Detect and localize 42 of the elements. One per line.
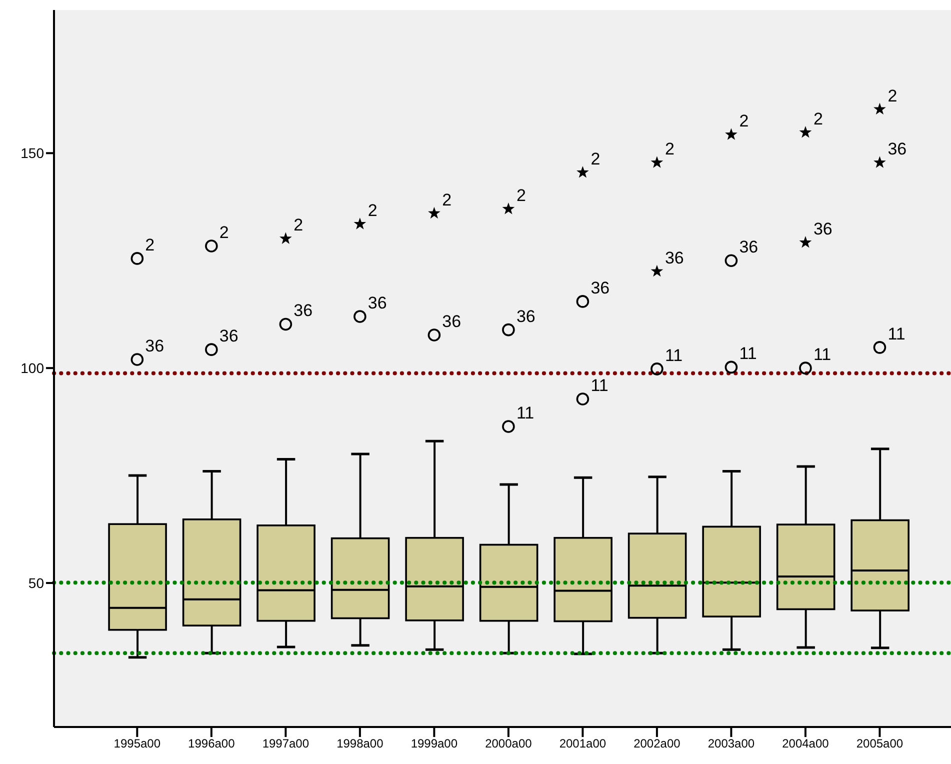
annotation: 2 [516, 186, 526, 206]
y-tick-label: 150 [20, 145, 44, 162]
y-tick-label: 50 [28, 574, 44, 591]
annotation: 36 [294, 301, 313, 320]
x-tick-label: 1995a00 [114, 736, 161, 751]
annotation: 11 [888, 324, 906, 344]
annotation: 36 [368, 293, 387, 312]
annotation: 36 [813, 220, 832, 239]
annotation: 2 [442, 190, 452, 210]
annotation: 2 [368, 201, 378, 220]
annotation: 2 [294, 216, 304, 235]
x-tick-label: 2001a00 [559, 736, 606, 751]
annotation: 36 [516, 306, 536, 326]
x-tick-label: 2000a00 [485, 736, 532, 751]
x-tick-label: 2005a00 [856, 736, 904, 751]
x-tick-label: 1999a00 [410, 736, 458, 751]
annotation: 11 [813, 345, 832, 364]
x-tick-label: 2002a00 [634, 736, 681, 751]
annotation: 36 [664, 248, 684, 268]
annotation: 11 [739, 344, 757, 364]
annotation: 11 [516, 404, 534, 423]
x-tick-label: 2004a00 [782, 736, 830, 751]
annotation: 2 [813, 110, 823, 129]
x-tick-label: 2003a00 [708, 736, 755, 751]
annotation: 11 [590, 376, 608, 396]
annotation: 36 [442, 312, 462, 331]
x-tick-label: 1998a00 [336, 736, 384, 751]
annotation: 2 [219, 222, 229, 242]
annotation: 36 [219, 326, 238, 346]
x-tick-label: 1997a00 [262, 736, 310, 751]
annotation: 2 [888, 86, 898, 106]
annotation: 2 [739, 112, 749, 131]
annotation: 36 [888, 140, 907, 159]
annotation: 36 [590, 278, 610, 298]
annotation: 11 [664, 346, 683, 365]
y-tick-label: 100 [20, 360, 44, 376]
annotation: 2 [590, 149, 600, 168]
annotation: 2 [664, 140, 674, 159]
annotation: 36 [145, 336, 164, 356]
annotation: 2 [145, 235, 155, 254]
annotation: 36 [739, 238, 758, 257]
x-tick-label: 1996a00 [188, 736, 236, 751]
